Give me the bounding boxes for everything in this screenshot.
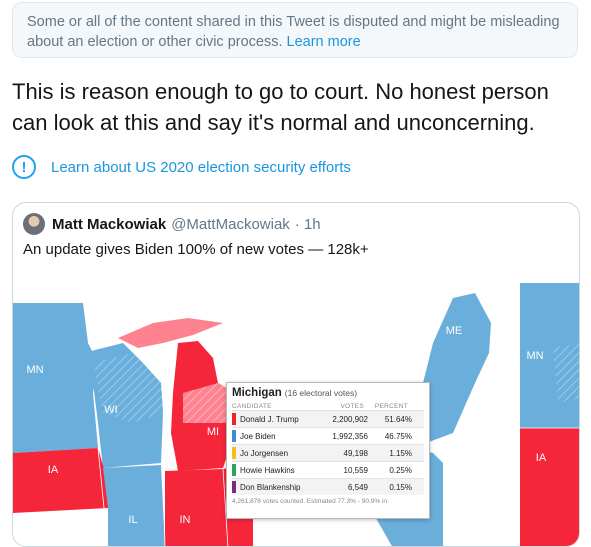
candidate-row: Joe Biden 1,992,356 46.75% (232, 427, 424, 444)
map-label-il: IL (128, 514, 137, 526)
candidate-percent: 0.25% (368, 466, 412, 475)
candidate-name: Jo Jorgensen (240, 449, 316, 458)
candidate-percent: 51.64% (368, 415, 412, 424)
candidate-votes: 1,992,356 (316, 432, 368, 441)
map-inset-ia (520, 428, 580, 547)
tweet-text: This is reason enough to go to court. No… (12, 76, 582, 138)
map-label-in: IN (180, 514, 191, 526)
election-security-link-label[interactable]: Learn about US 2020 election security ef… (51, 159, 351, 176)
party-swatch (232, 464, 236, 476)
candidate-percent: 1.15% (368, 449, 412, 458)
popup-header-row: CANDIDATE VOTES PERCENT (232, 403, 424, 410)
michigan-results-popup: Michigan (16 electoral votes) CANDIDATE … (226, 382, 430, 519)
candidate-header: CANDIDATE (232, 403, 312, 410)
party-swatch (232, 447, 236, 459)
candidate-row: Don Blankenship 6,549 0.15% (232, 478, 424, 495)
map-label-mn: MN (26, 364, 43, 376)
candidate-row: Donald J. Trump 2,200,902 51.64% (232, 410, 424, 427)
exclamation-circle-icon: ! (12, 155, 36, 179)
candidate-votes: 49,198 (316, 449, 368, 458)
tweet-time[interactable]: · 1h (295, 216, 321, 233)
popup-state: Michigan (232, 387, 282, 399)
popup-footer: 4,261,878 votes counted. Estimated 77.3%… (232, 498, 424, 505)
popup-title: Michigan (16 electoral votes) (232, 387, 424, 399)
map-state-ia (13, 448, 108, 513)
popup-rows: Donald J. Trump 2,200,902 51.64% Joe Bid… (232, 410, 424, 495)
map-state-mn-lower (13, 393, 98, 453)
percent-header: PERCENT (364, 403, 408, 410)
candidate-percent: 0.15% (368, 483, 412, 492)
candidate-row: Howie Hawkins 10,559 0.25% (232, 461, 424, 478)
popup-electoral: (16 electoral votes) (285, 388, 357, 398)
map-state-in (165, 469, 228, 547)
candidate-votes: 10,559 (316, 466, 368, 475)
map-label-mn-inset: MN (526, 350, 543, 362)
candidate-name: Joe Biden (240, 432, 316, 441)
candidate-votes: 6,549 (316, 483, 368, 492)
map-label-wi: WI (104, 404, 117, 416)
candidate-name: Don Blankenship (240, 483, 316, 492)
party-swatch (232, 481, 236, 493)
map-state-il (103, 465, 165, 547)
votes-header: VOTES (312, 403, 364, 410)
quoted-tweet-text: An update gives Biden 100% of new votes … (23, 241, 369, 258)
quoted-tweet-header: Matt Mackowiak @MattMackowiak · 1h (23, 213, 321, 235)
candidate-row: Jo Jorgensen 49,198 1.15% (232, 444, 424, 461)
map-label-ia-inset: IA (536, 452, 547, 464)
candidate-name: Donald J. Trump (240, 415, 316, 424)
candidate-name: Howie Hawkins (240, 466, 316, 475)
election-security-link[interactable]: ! Learn about US 2020 election security … (12, 152, 351, 182)
learn-more-link[interactable]: Learn more (287, 34, 361, 50)
candidate-percent: 46.75% (368, 432, 412, 441)
author-name[interactable]: Matt Mackowiak (52, 216, 166, 233)
author-handle[interactable]: @MattMackowiak (171, 216, 290, 233)
disputed-notice: Some or all of the content shared in thi… (12, 2, 578, 58)
map-label-mi: MI (207, 426, 219, 438)
map-label-me: ME (446, 325, 463, 337)
candidate-votes: 2,200,902 (316, 415, 368, 424)
party-swatch (232, 413, 236, 425)
party-swatch (232, 430, 236, 442)
avatar[interactable] (23, 213, 45, 235)
map-label-ia: IA (48, 464, 59, 476)
